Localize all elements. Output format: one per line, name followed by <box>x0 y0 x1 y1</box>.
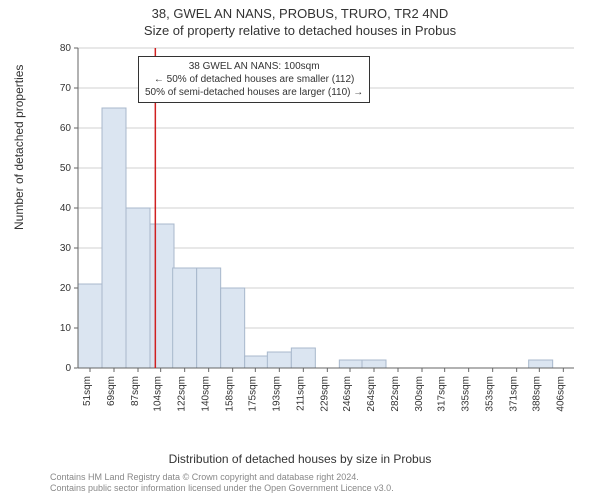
annotation-line3: 50% of semi-detached houses are larger (… <box>145 86 363 99</box>
attribution-footer: Contains HM Land Registry data © Crown c… <box>50 472 394 494</box>
histogram-bar <box>78 284 102 368</box>
svg-text:211sqm: 211sqm <box>295 376 306 411</box>
chart-subtitle: Size of property relative to detached ho… <box>0 21 600 38</box>
histogram-bar <box>150 224 174 368</box>
footer-line2: Contains public sector information licen… <box>50 483 394 494</box>
svg-text:70: 70 <box>60 83 72 94</box>
svg-text:87sqm: 87sqm <box>130 376 141 406</box>
histogram-bar <box>197 268 221 368</box>
svg-text:388sqm: 388sqm <box>531 376 542 412</box>
svg-text:51sqm: 51sqm <box>82 376 93 406</box>
svg-text:264sqm: 264sqm <box>366 376 377 412</box>
svg-text:406sqm: 406sqm <box>555 376 566 412</box>
svg-text:246sqm: 246sqm <box>342 376 353 412</box>
svg-text:10: 10 <box>60 323 72 334</box>
annotation-line1: 38 GWEL AN NANS: 100sqm <box>145 60 363 73</box>
chart-title-address: 38, GWEL AN NANS, PROBUS, TRURO, TR2 4ND <box>0 0 600 21</box>
y-axis-label: Number of detached properties <box>12 65 26 230</box>
histogram-bar <box>126 208 150 368</box>
svg-text:80: 80 <box>60 44 72 54</box>
svg-text:317sqm: 317sqm <box>437 376 448 412</box>
svg-text:140sqm: 140sqm <box>201 376 212 412</box>
histogram-bar <box>362 360 386 368</box>
svg-text:300sqm: 300sqm <box>414 376 425 412</box>
svg-text:175sqm: 175sqm <box>247 376 258 412</box>
svg-text:158sqm: 158sqm <box>225 376 236 412</box>
svg-text:30: 30 <box>60 243 72 254</box>
svg-text:371sqm: 371sqm <box>509 376 520 412</box>
histogram-bar <box>267 352 291 368</box>
svg-text:0: 0 <box>65 363 71 374</box>
svg-text:50: 50 <box>60 163 72 174</box>
histogram-bar <box>291 348 315 368</box>
svg-text:40: 40 <box>60 203 72 214</box>
svg-text:193sqm: 193sqm <box>271 376 282 412</box>
annotation-box: 38 GWEL AN NANS: 100sqm ← 50% of detache… <box>138 56 370 103</box>
svg-text:20: 20 <box>60 283 72 294</box>
svg-text:60: 60 <box>60 123 72 134</box>
svg-text:69sqm: 69sqm <box>106 376 117 406</box>
histogram-bar <box>102 108 126 368</box>
annotation-line2: ← 50% of detached houses are smaller (11… <box>145 73 363 86</box>
svg-text:104sqm: 104sqm <box>153 376 164 412</box>
footer-line1: Contains HM Land Registry data © Crown c… <box>50 472 394 483</box>
x-axis-label: Distribution of detached houses by size … <box>0 452 600 466</box>
histogram-bar <box>245 356 269 368</box>
svg-text:335sqm: 335sqm <box>461 376 472 412</box>
svg-text:122sqm: 122sqm <box>177 376 188 412</box>
histogram-bar <box>173 268 197 368</box>
svg-text:229sqm: 229sqm <box>319 376 330 412</box>
histogram-bar <box>339 360 363 368</box>
histogram-bar <box>529 360 553 368</box>
svg-text:353sqm: 353sqm <box>485 376 496 412</box>
svg-text:282sqm: 282sqm <box>390 376 401 412</box>
plot-wrap: 0 10 20 30 40 50 60 70 80 51sqm 69sqm 87sqm 104sqm 12… <box>50 44 580 422</box>
histogram-bar <box>221 288 245 368</box>
